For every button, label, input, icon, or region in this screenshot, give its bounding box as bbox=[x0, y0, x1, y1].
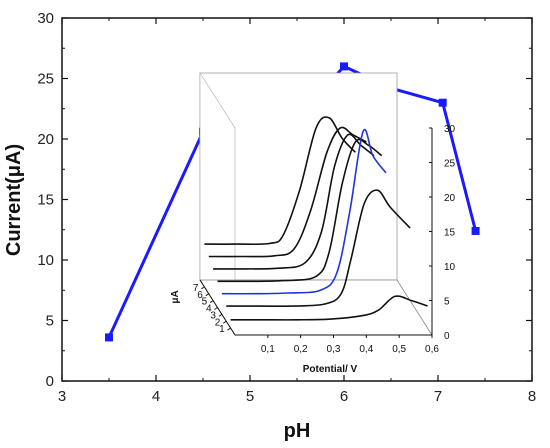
voltammogram-curve bbox=[226, 189, 411, 308]
inset-x-tick-label: 0,4 bbox=[359, 344, 373, 355]
data-point-marker bbox=[105, 333, 113, 342]
y-tick-label: 15 bbox=[37, 192, 54, 209]
inset-depth-tick-label: 2 bbox=[215, 317, 221, 328]
inset-depth-tick-label: 6 bbox=[197, 290, 203, 301]
inset-x-tick-label: 0,6 bbox=[425, 344, 439, 355]
voltammogram-curve bbox=[208, 126, 367, 258]
inset-depth-tick-mark bbox=[209, 300, 214, 304]
inset-floor bbox=[199, 279, 433, 336]
x-tick-label: 4 bbox=[152, 388, 160, 405]
inset-z-tick-label: 5 bbox=[444, 297, 450, 308]
y-tick-label: 30 bbox=[37, 10, 54, 27]
inset-depth-tick-mark bbox=[214, 307, 218, 310]
inset-depth-tick-label: 5 bbox=[202, 297, 208, 308]
x-tick-label: 7 bbox=[434, 388, 442, 405]
y-tick-label: 25 bbox=[37, 71, 54, 88]
inset-z-tick-label: 20 bbox=[444, 193, 456, 204]
data-point-marker bbox=[438, 98, 447, 107]
inset-z-tick-label: 30 bbox=[444, 124, 456, 135]
inset-depth-tick-mark bbox=[218, 313, 223, 317]
voltammogram-curve bbox=[230, 295, 428, 321]
inset-depth-tick-mark bbox=[205, 293, 210, 297]
inset-depth-tick-label: 1 bbox=[219, 324, 225, 335]
inset-x-tick-label: 0,1 bbox=[261, 344, 275, 355]
y-tick-label: 5 bbox=[46, 313, 54, 330]
data-point-marker bbox=[340, 62, 348, 71]
inset-depth-tick-mark bbox=[222, 320, 227, 324]
inset-x-tick-label: 0,2 bbox=[294, 344, 308, 355]
voltammogram-curve bbox=[217, 138, 383, 283]
x-axis-title: pH bbox=[284, 420, 311, 442]
y-axis-title: Current(μA) bbox=[3, 144, 25, 256]
inset-z-axis-title: μA bbox=[170, 290, 181, 303]
inset-curves bbox=[204, 116, 428, 321]
inset-depth-tick-mark bbox=[227, 327, 231, 331]
x-tick-label: 6 bbox=[340, 388, 348, 405]
inset-depth-tick-label: 7 bbox=[193, 283, 199, 294]
inset-z-tick-label: 10 bbox=[444, 262, 456, 273]
voltammogram-curve bbox=[204, 116, 356, 246]
x-tick-label: 5 bbox=[246, 388, 254, 405]
inset-depth-tick-label: 3 bbox=[210, 310, 216, 321]
data-point-marker bbox=[471, 226, 480, 235]
y-tick-label: 0 bbox=[46, 373, 54, 390]
x-tick-label: 8 bbox=[528, 388, 536, 405]
inset-z-tick-label: 15 bbox=[444, 228, 456, 239]
inset-depth-tick-label: 4 bbox=[206, 304, 212, 315]
inset-z-tick-label: 0 bbox=[444, 331, 450, 342]
inset-x-axis-title: Potential/ V bbox=[303, 364, 358, 375]
inset-z-tick-label: 25 bbox=[444, 159, 456, 170]
x-tick-label: 3 bbox=[58, 388, 66, 405]
y-tick-label: 20 bbox=[37, 131, 54, 148]
inset-x-tick-label: 0,5 bbox=[392, 344, 406, 355]
y-tick-label: 10 bbox=[37, 252, 54, 269]
inset-x-tick-label: 0,3 bbox=[327, 344, 341, 355]
voltammogram-curve bbox=[221, 128, 387, 295]
inset-depth-tick-mark bbox=[201, 286, 205, 290]
